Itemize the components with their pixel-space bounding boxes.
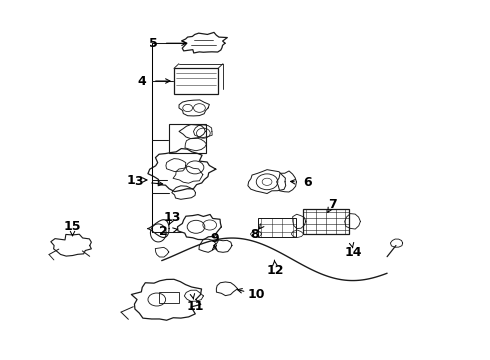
Text: 5: 5: [148, 37, 157, 50]
Text: 7: 7: [328, 198, 337, 211]
Text: 15: 15: [64, 220, 81, 233]
Text: 8: 8: [250, 228, 259, 241]
Text: 14: 14: [345, 246, 363, 259]
Bar: [303, 209, 349, 234]
Text: 13: 13: [164, 211, 181, 224]
Bar: [159, 292, 179, 303]
Text: 2: 2: [159, 225, 168, 238]
Bar: [258, 217, 296, 238]
Text: 3: 3: [134, 175, 143, 188]
Text: 4: 4: [138, 75, 147, 87]
Bar: [169, 124, 206, 153]
Text: 12: 12: [267, 264, 284, 277]
Text: 11: 11: [186, 300, 204, 313]
Text: 9: 9: [210, 232, 219, 245]
Bar: [174, 68, 218, 94]
Text: 1: 1: [127, 174, 136, 186]
Text: 10: 10: [248, 288, 266, 301]
Text: 6: 6: [303, 176, 312, 189]
